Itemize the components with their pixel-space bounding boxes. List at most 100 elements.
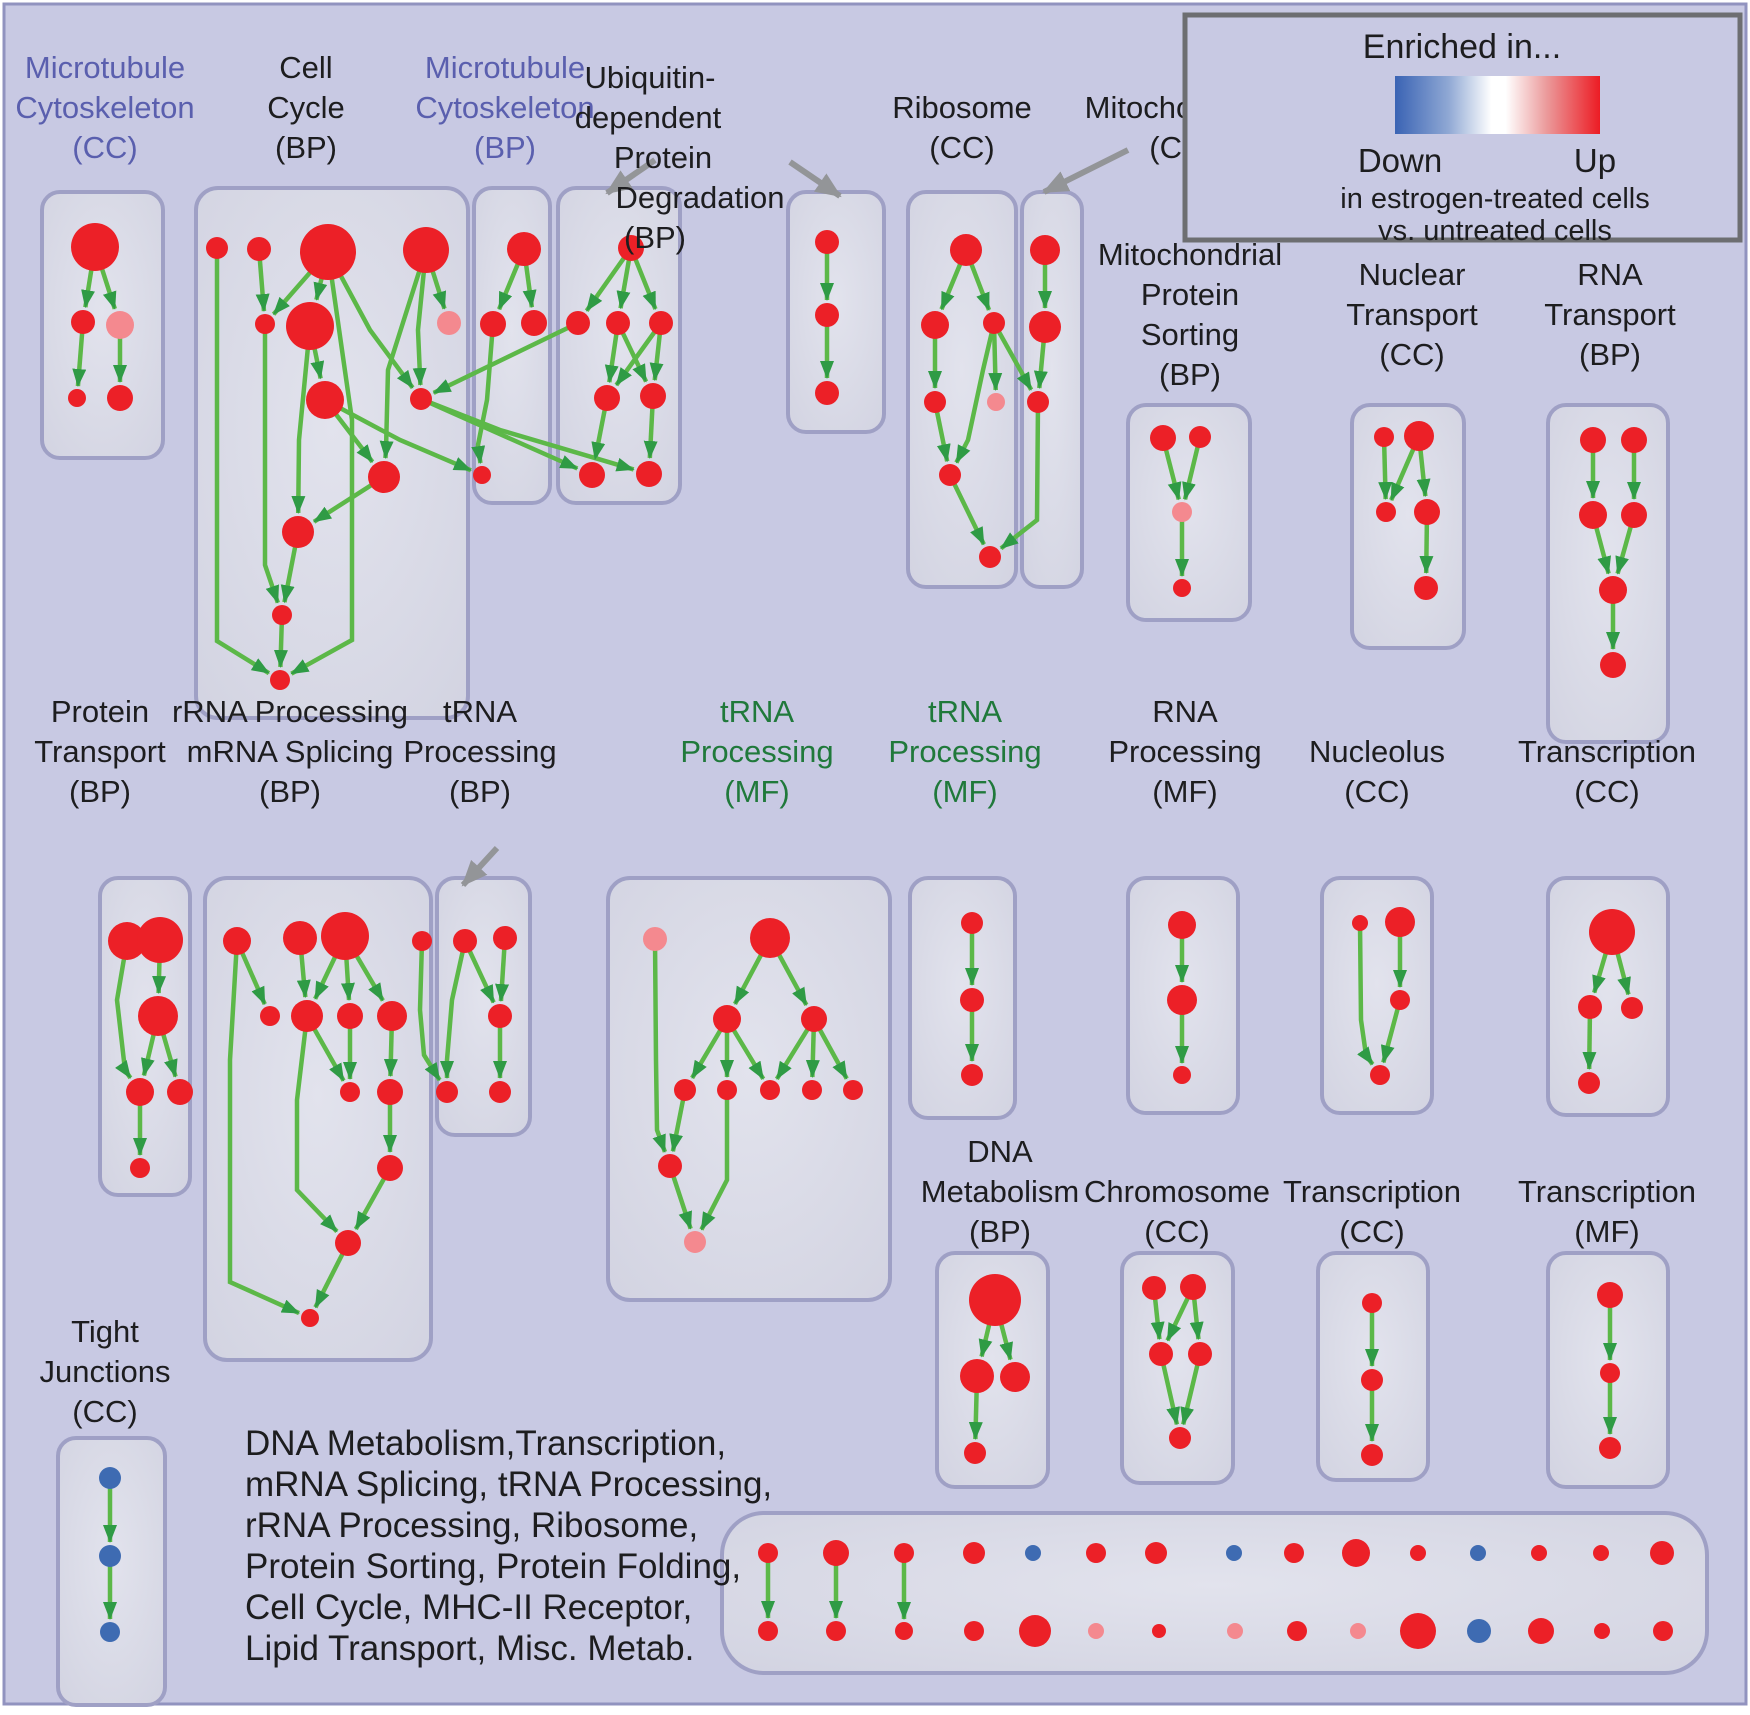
- node-pt1: [108, 922, 146, 960]
- rna-processing-label-line-2: (MF): [1152, 774, 1217, 809]
- node-t7: [979, 546, 1001, 568]
- node-u1: [618, 235, 644, 261]
- node-k1: [1589, 909, 1635, 955]
- tight-junctions-label-line-2: (CC): [72, 1394, 137, 1429]
- edge-u2-n9: [432, 320, 579, 395]
- node-g1: [643, 927, 667, 951]
- edge-u4-u5: [614, 321, 663, 387]
- mps-label-line-1: Protein: [1141, 277, 1239, 312]
- node-k2: [1578, 995, 1602, 1019]
- node-tb4: [436, 1081, 458, 1103]
- mps-label-line-3: (BP): [1159, 357, 1221, 392]
- node-st10: [1342, 1539, 1370, 1567]
- node-tb2: [493, 926, 517, 950]
- node-g4: [801, 1006, 827, 1032]
- edge-q1-q3: [1378, 436, 1393, 501]
- edge-rr4-tb4: [417, 940, 442, 1082]
- node-pt6: [130, 1158, 150, 1178]
- nuclear-transport-label-line-2: (CC): [1379, 337, 1444, 372]
- node-r4: [1621, 502, 1647, 528]
- node-s2: [1600, 1363, 1620, 1383]
- box-bottom-strip: [720, 1511, 1709, 1675]
- transcription-cc-bot-label: Transcription (CC): [1283, 1174, 1461, 1249]
- node-c5: [1169, 1427, 1191, 1449]
- node-q2: [1404, 421, 1434, 451]
- node-rr8: [377, 1001, 407, 1031]
- legend-down-label: Down: [1358, 142, 1442, 179]
- caption-line-4: Cell Cycle, MHC-II Receptor,: [245, 1588, 692, 1627]
- ribosome-label: Ribosome (CC): [892, 90, 1032, 165]
- node-sb7: [1152, 1624, 1166, 1638]
- edge-rr6-rr12: [294, 1015, 339, 1234]
- node-st3: [894, 1543, 914, 1563]
- edge-n4-n10: [379, 249, 429, 460]
- node-q3: [1376, 502, 1396, 522]
- node-n3: [300, 224, 356, 280]
- node-u3: [606, 311, 630, 335]
- node-g5: [674, 1079, 696, 1101]
- rna-transport-label-line-1: Transport: [1544, 297, 1676, 332]
- node-i1: [1168, 911, 1196, 939]
- node-l2: [1361, 1369, 1383, 1391]
- node-st6: [1086, 1543, 1106, 1563]
- trna-mf2-label: tRNA Processing (MF): [888, 694, 1041, 809]
- mt-bp-label: Microtubule Cytoskeleton (BP): [415, 50, 594, 165]
- transcription-cc-bot-label-line-0: Transcription: [1283, 1174, 1461, 1209]
- node-sb8: [1227, 1623, 1243, 1639]
- edge-rr1-rr13: [227, 940, 300, 1316]
- node-pt5: [167, 1079, 193, 1105]
- caption-line-5: Lipid Transport, Misc. Metab.: [245, 1629, 694, 1668]
- edge-t6-t7: [947, 474, 986, 546]
- box-mt-bp: [472, 186, 552, 505]
- node-q1: [1374, 427, 1394, 447]
- edge-m2-m4: [471, 323, 496, 465]
- trna-mf1-label: tRNA Processing (MF): [680, 694, 833, 809]
- node-rr9: [340, 1082, 360, 1102]
- protein-transport-label-line-0: Protein: [51, 694, 149, 729]
- node-a1: [71, 223, 119, 271]
- mt-cc-label-line-1: Cytoskeleton: [15, 90, 194, 125]
- node-sb4: [964, 1621, 984, 1641]
- node-sb3: [895, 1622, 913, 1640]
- node-t5: [987, 393, 1005, 411]
- node-pt3: [138, 996, 178, 1036]
- node-tb1: [453, 929, 477, 953]
- rrna-label-line-1: mRNA Splicing: [187, 734, 394, 769]
- box-transcription-cc-mid: [1546, 876, 1670, 1117]
- node-n13: [270, 670, 290, 690]
- mt-cc-label: Microtubule Cytoskeleton (CC): [15, 50, 194, 165]
- edge-n1-n13: [214, 248, 271, 676]
- node-sb5: [1019, 1615, 1051, 1647]
- rna-processing-label-line-0: RNA: [1152, 694, 1218, 729]
- edge-n4-n9: [412, 249, 429, 387]
- chromosome-label-line-0: Chromosome: [1084, 1174, 1270, 1209]
- nucleolus-label-line-1: (CC): [1344, 774, 1409, 809]
- chromosome-label-line-1: (CC): [1144, 1214, 1209, 1249]
- node-rr10: [377, 1079, 403, 1105]
- edge-n8-m4: [323, 398, 472, 473]
- node-tj2: [99, 1545, 121, 1567]
- node-u7: [579, 462, 605, 488]
- edge-tb1-tb4: [440, 940, 468, 1079]
- node-r5: [1599, 576, 1627, 604]
- legend-caption-2: vs. untreated cells: [1378, 215, 1612, 247]
- node-t4: [924, 391, 946, 413]
- node-n11: [282, 516, 314, 548]
- caption-block: DNA Metabolism,Transcription, mRNA Splici…: [245, 1424, 772, 1668]
- node-k3: [1621, 997, 1643, 1019]
- node-n4: [403, 227, 449, 273]
- node-r3: [1579, 501, 1607, 529]
- node-p3: [1172, 502, 1192, 522]
- box-ribosome: [906, 190, 1018, 589]
- node-p4: [1173, 579, 1191, 597]
- node-c4: [1188, 1342, 1212, 1366]
- ubiquitin-pointer-right: [788, 159, 842, 199]
- mps-label-line-2: Sorting: [1141, 317, 1239, 352]
- node-rr5: [260, 1006, 280, 1026]
- chromosome-label: Chromosome (CC): [1084, 1174, 1270, 1249]
- trna-bp-label-line-0: tRNA: [443, 694, 517, 729]
- node-st13: [1531, 1545, 1547, 1561]
- node-s1: [1597, 1282, 1623, 1308]
- node-v1: [815, 230, 839, 254]
